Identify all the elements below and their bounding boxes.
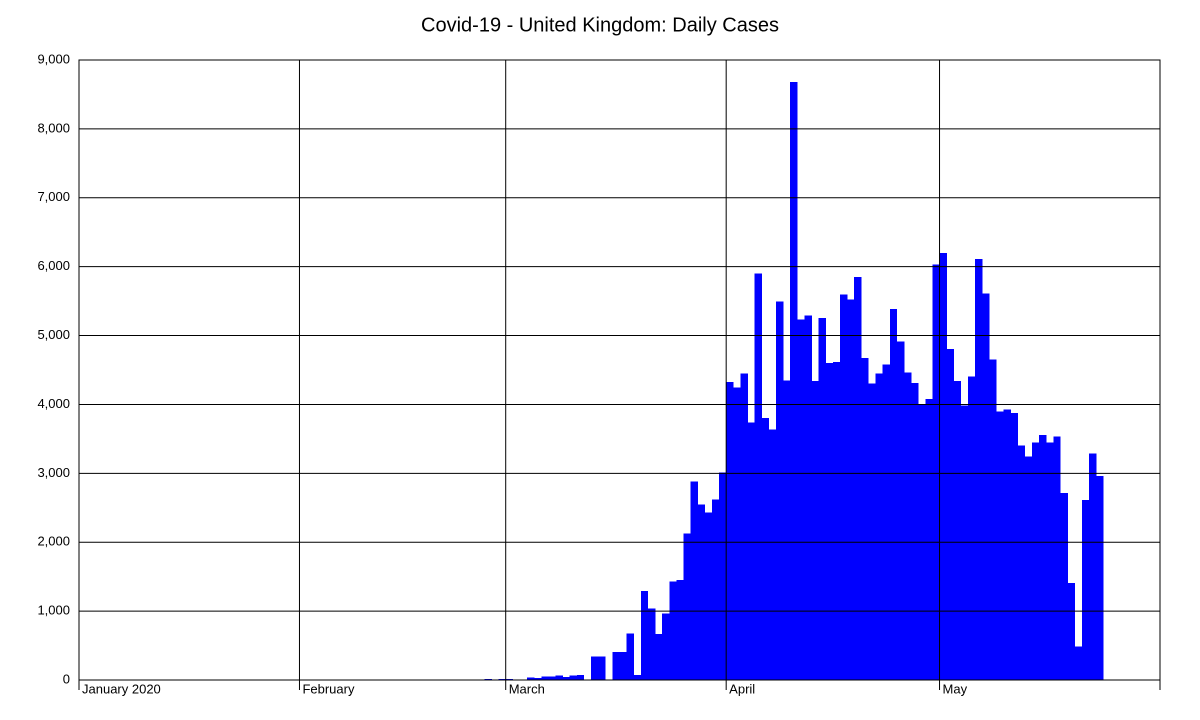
- bar: [768, 429, 777, 680]
- bar: [982, 293, 990, 680]
- bar: [1024, 456, 1033, 680]
- x-tick-label: April: [729, 681, 755, 696]
- bar: [626, 633, 635, 680]
- bar: [896, 341, 905, 680]
- y-tick-label: 0: [63, 671, 70, 686]
- bar: [640, 590, 649, 680]
- y-tick-label: 7,000: [37, 189, 70, 204]
- x-tick-label: May: [943, 681, 968, 696]
- bar: [598, 656, 606, 680]
- bar: [1081, 499, 1090, 680]
- bar: [960, 405, 969, 680]
- bar: [726, 382, 734, 680]
- bar: [1074, 646, 1083, 680]
- plot-frame: [78, 59, 1161, 681]
- bar: [832, 361, 841, 680]
- bar: [989, 359, 997, 680]
- bar: [1031, 442, 1040, 680]
- bar: [676, 579, 684, 680]
- bar: [633, 675, 642, 680]
- bar: [868, 383, 876, 680]
- bar: [555, 675, 563, 680]
- bar: [967, 376, 976, 680]
- bar: [946, 348, 955, 680]
- bar: [576, 674, 585, 680]
- bar: [541, 676, 549, 680]
- bar: [740, 373, 748, 680]
- bar: [690, 481, 699, 680]
- bar: [1003, 409, 1011, 680]
- bar: [854, 277, 862, 680]
- bar: [1088, 453, 1097, 680]
- bar: [754, 273, 763, 680]
- bar: [1095, 476, 1104, 680]
- bar: [775, 301, 784, 680]
- bar: [939, 252, 947, 680]
- bar: [911, 383, 919, 680]
- bar: [818, 318, 827, 680]
- bar: [527, 677, 535, 680]
- bar: [861, 357, 869, 680]
- bar: [903, 372, 912, 680]
- chart-title: Covid-19 - United Kingdom: Daily Cases: [421, 14, 779, 36]
- bar: [1046, 442, 1054, 680]
- bar: [697, 504, 706, 680]
- bar: [932, 264, 940, 680]
- bar: [733, 387, 741, 680]
- x-tick-label: February: [302, 681, 355, 696]
- bar: [534, 677, 542, 680]
- bar: [711, 499, 720, 680]
- bar: [761, 418, 770, 680]
- bar: [569, 675, 578, 680]
- bar: [1039, 434, 1047, 680]
- bar: [797, 319, 805, 680]
- bar: [1010, 412, 1019, 680]
- bar: [1053, 436, 1061, 680]
- y-tick-label: 2,000: [37, 534, 70, 549]
- bar: [669, 581, 677, 680]
- bar: [655, 634, 663, 680]
- bar: [783, 380, 791, 680]
- y-tick-label: 4,000: [37, 396, 70, 411]
- x-tick-label: March: [509, 681, 545, 696]
- bar: [612, 651, 620, 680]
- bar: [591, 656, 599, 680]
- y-tick-label: 1,000: [37, 603, 70, 618]
- bar: [647, 608, 656, 680]
- y-tick-label: 5,000: [37, 327, 70, 342]
- bar: [847, 299, 855, 680]
- bar: [747, 422, 755, 680]
- bar: [839, 294, 848, 680]
- bar: [1060, 493, 1068, 680]
- y-tick-label: 6,000: [37, 258, 70, 273]
- bar: [975, 259, 983, 680]
- y-tick-label: 3,000: [37, 465, 70, 480]
- bar: [548, 676, 556, 680]
- bar: [804, 315, 812, 680]
- bar: [889, 308, 898, 680]
- bar: [882, 364, 891, 680]
- bar: [811, 380, 819, 680]
- bar: [704, 512, 713, 680]
- bar: [662, 613, 670, 680]
- y-tick-label: 8,000: [37, 120, 70, 135]
- bar: [953, 381, 962, 680]
- bar: [1067, 583, 1075, 680]
- bar: [619, 651, 627, 680]
- bar: [825, 362, 834, 680]
- x-tick-label: January 2020: [82, 681, 161, 696]
- bar: [790, 81, 798, 680]
- bar: [875, 373, 883, 680]
- bar: [1017, 445, 1026, 680]
- bar: [683, 533, 691, 680]
- bar: [925, 399, 933, 680]
- bar: [562, 676, 571, 680]
- bar: [719, 472, 727, 680]
- bar: [996, 411, 1004, 680]
- y-tick-label: 9,000: [37, 51, 70, 66]
